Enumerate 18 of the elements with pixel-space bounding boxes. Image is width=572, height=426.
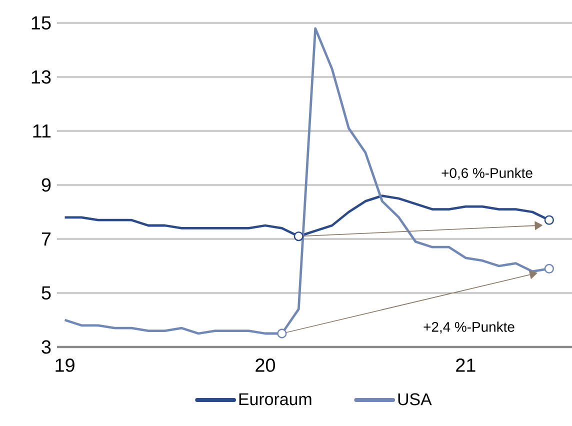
y-tick-label: 3 <box>42 340 51 354</box>
y-tick-label: 13 <box>32 70 51 84</box>
legend-label: USA <box>398 393 432 406</box>
y-tick-label: 11 <box>33 124 51 138</box>
point <box>544 264 554 274</box>
annotation: +0,6 %-Punkte <box>442 168 532 180</box>
legend-label: Euroraum <box>239 393 312 406</box>
y-tick-label: 5 <box>42 286 51 300</box>
y-tick-label: 7 <box>42 232 51 246</box>
x-tick-label: 19 <box>56 358 74 372</box>
y-tick-label: 15 <box>32 16 51 30</box>
point <box>277 328 287 338</box>
point <box>544 215 554 225</box>
point <box>294 231 304 242</box>
y-tick-label: 9 <box>42 178 51 192</box>
x-tick-label: 20 <box>256 358 276 372</box>
x-tick-label: 21 <box>456 358 476 372</box>
annotation: +2,4 %-Punkte <box>424 322 514 334</box>
